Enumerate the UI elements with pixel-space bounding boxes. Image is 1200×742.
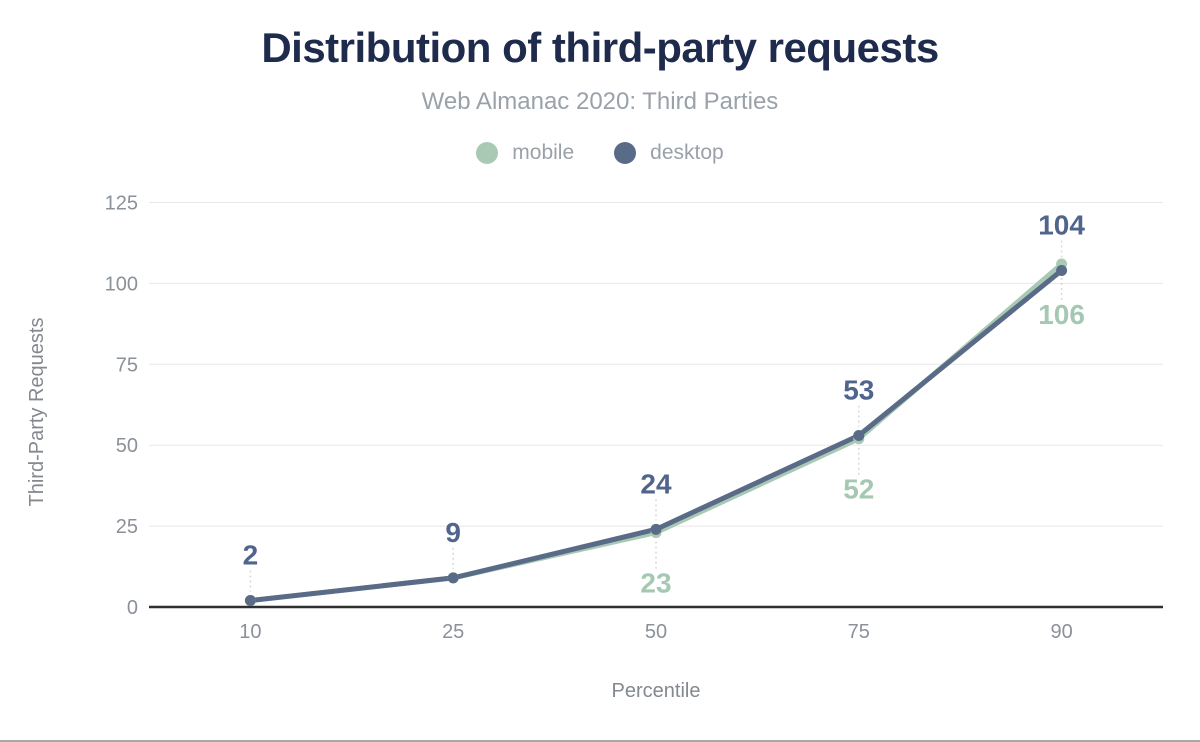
desktop-series-line — [247, 267, 1065, 604]
desktop-data-label: 104 — [1038, 209, 1085, 240]
chart-title: Distribution of third-party requests — [261, 24, 939, 71]
desktop-series-swatch-icon — [614, 142, 637, 164]
y-tick-label: 50 — [116, 435, 138, 457]
legend-label-desktop: desktop — [650, 141, 724, 164]
x-tick-label: 25 — [442, 621, 464, 643]
desktop-data-label: 53 — [843, 374, 874, 405]
y-tick-label: 75 — [116, 354, 138, 376]
desktop-data-label: 9 — [445, 517, 461, 548]
desktop-data-point — [853, 429, 865, 441]
desktop-data-label: 2 — [243, 540, 259, 571]
mobile-data-label: 106 — [1038, 299, 1085, 330]
y-tick-label: 0 — [127, 597, 138, 619]
desktop-data-point — [1056, 264, 1068, 276]
y-tick-label: 25 — [116, 516, 138, 538]
y-tick-label: 125 — [105, 193, 138, 215]
y-tick-label: 100 — [105, 273, 138, 295]
x-tick-label: 75 — [848, 621, 870, 643]
x-tick-label: 50 — [645, 621, 667, 643]
chart-subtitle: Web Almanac 2020: Third Parties — [421, 88, 779, 115]
mobile-data-label: 23 — [640, 568, 671, 599]
x-axis-title: Percentile — [612, 680, 701, 702]
x-tick-label: 90 — [1050, 621, 1072, 643]
x-tick-label: 10 — [239, 621, 261, 643]
legend-label-mobile: mobile — [512, 141, 575, 164]
mobile-series-swatch-icon — [476, 142, 499, 164]
desktop-data-point — [447, 572, 459, 584]
mobile-series-line — [247, 261, 1065, 604]
desktop-data-label: 24 — [640, 468, 672, 499]
y-axis-title: Third-Party Requests — [26, 318, 48, 507]
legend-item-desktop[interactable]: desktop — [614, 141, 724, 165]
desktop-data-point — [244, 595, 256, 607]
legend-item-mobile[interactable]: mobile — [476, 141, 574, 165]
mobile-data-label: 52 — [843, 474, 874, 505]
desktop-data-point — [650, 523, 662, 535]
legend: mobile desktop — [0, 141, 1200, 165]
